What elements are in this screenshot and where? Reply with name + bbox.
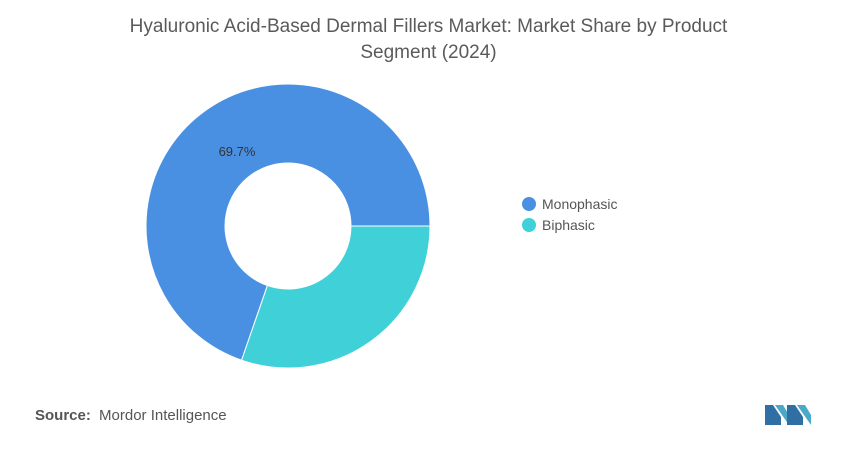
source-label: Source:: [35, 407, 91, 424]
source-value: Mordor Intelligence: [99, 407, 227, 424]
donut-slice-biphasic[interactable]: [240, 225, 431, 369]
legend: Monophasic Biphasic: [522, 193, 618, 235]
legend-item-monophasic[interactable]: Monophasic: [522, 193, 618, 214]
source-note: Source: Mordor Intelligence: [35, 407, 227, 424]
legend-item-biphasic[interactable]: Biphasic: [522, 214, 618, 235]
chart-title-line1: Hyaluronic Acid-Based Dermal Fillers Mar…: [129, 16, 728, 37]
chart-title-line2: Segment (2024): [360, 42, 497, 63]
mordor-intelligence-logo-icon: [765, 405, 811, 425]
legend-swatch-biphasic: [522, 217, 536, 232]
legend-label-monophasic: Monophasic: [542, 195, 618, 212]
donut-slice-monophasic[interactable]: [145, 83, 431, 361]
chart-title: Hyaluronic Acid-Based Dermal Fillers Mar…: [0, 14, 857, 66]
legend-swatch-monophasic: [522, 196, 536, 211]
legend-label-biphasic: Biphasic: [542, 216, 595, 233]
data-label-monophasic: 69.7%: [219, 144, 256, 159]
